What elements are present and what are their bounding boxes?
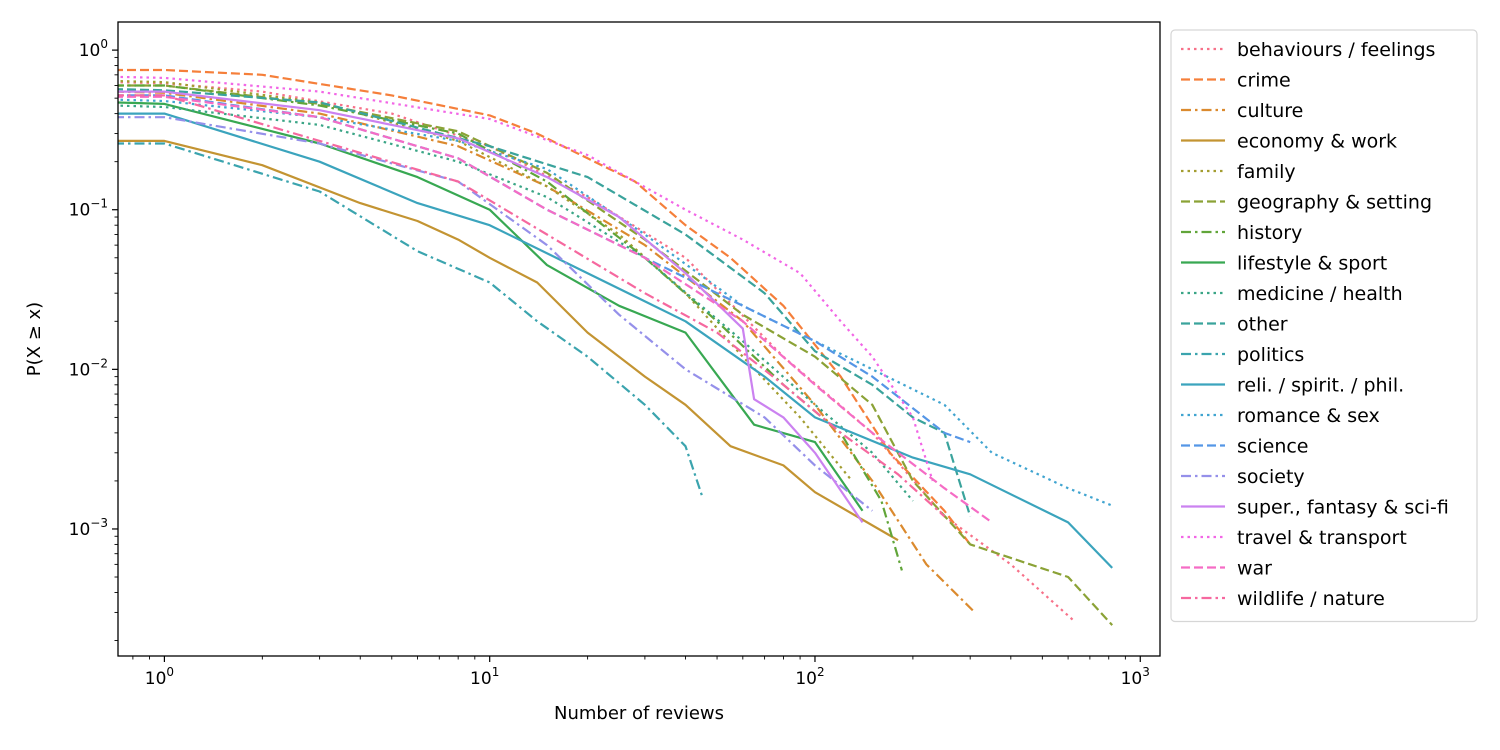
x-tick-label-2: 102 <box>795 665 824 689</box>
x-axis-label: Number of reviews <box>554 703 724 724</box>
series-line-7 <box>118 101 864 512</box>
plot-lines <box>118 68 1114 626</box>
legend-label-5: geography & setting <box>1237 192 1432 214</box>
legend-label-13: science <box>1237 436 1309 458</box>
series-line-3 <box>118 139 899 542</box>
series-line-16 <box>118 75 934 482</box>
series-line-4 <box>118 79 853 482</box>
series-line-11 <box>118 112 1113 569</box>
legend-label-18: wildlife / nature <box>1237 588 1385 610</box>
x-tick-label-1: 101 <box>470 665 499 689</box>
series-line-2 <box>118 90 976 614</box>
legend-label-17: war <box>1237 558 1272 580</box>
x-tick-label-0: 100 <box>145 665 174 689</box>
legend-label-3: economy & work <box>1237 131 1397 153</box>
series-line-6 <box>118 84 903 571</box>
legend-label-14: society <box>1237 466 1305 488</box>
y-tick-label-1: 10−2 <box>69 356 108 380</box>
series-line-0 <box>118 81 1074 621</box>
y-tick-label-3: 100 <box>79 37 108 61</box>
legend: behaviours / feelings crime culture economy… <box>1170 29 1478 623</box>
y-tick-label-0: 10−3 <box>69 516 108 540</box>
y-axis-label: P(X ≥ x) <box>24 302 45 376</box>
series-line-15 <box>118 90 864 524</box>
legend-label-0: behaviours / feelings <box>1237 39 1435 61</box>
plot-frame <box>117 21 1161 657</box>
series-line-13 <box>118 94 971 444</box>
y-tick-label-2: 10−1 <box>69 197 108 221</box>
series-line-17 <box>118 95 993 524</box>
legend-label-16: travel & transport <box>1237 527 1407 549</box>
x-axis: 100 101 102 103 <box>132 656 1150 689</box>
series-line-5 <box>118 84 1114 626</box>
legend-label-9: other <box>1237 314 1288 336</box>
series-line-18 <box>118 94 946 518</box>
legend-label-10: politics <box>1237 344 1304 366</box>
legend-frame <box>1170 29 1478 623</box>
legend-label-11: reli. / spirit. / phil. <box>1237 375 1404 397</box>
x-tick-label-3: 103 <box>1121 665 1150 689</box>
legend-label-8: medicine / health <box>1237 283 1403 305</box>
series-line-10 <box>118 142 704 497</box>
series-line-1 <box>118 68 972 546</box>
legend-label-4: family <box>1237 161 1296 183</box>
legend-label-7: lifestyle & sport <box>1237 253 1387 275</box>
series-line-9 <box>118 88 972 517</box>
legend-label-15: super., fantasy & sci-fi <box>1237 497 1449 519</box>
legend-label-12: romance & sex <box>1237 405 1380 427</box>
legend-label-6: history <box>1237 222 1302 244</box>
y-axis: 10−3 10−2 10−1 100 <box>69 37 118 641</box>
series-line-14 <box>118 116 873 512</box>
legend-label-2: culture <box>1237 100 1303 122</box>
legend-label-1: crime <box>1237 70 1291 92</box>
